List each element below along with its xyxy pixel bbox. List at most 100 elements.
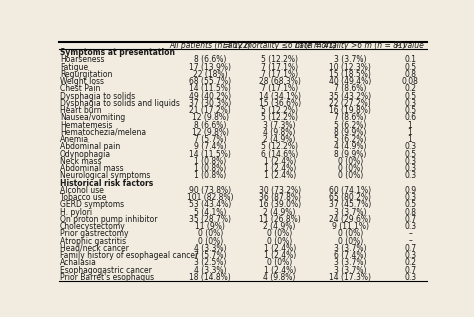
Text: 14 (34.1%): 14 (34.1%)	[259, 92, 301, 100]
Text: Historical risk factors: Historical risk factors	[60, 178, 153, 188]
Text: 0.7: 0.7	[404, 266, 416, 275]
Text: Abdominal mass: Abdominal mass	[60, 164, 124, 173]
Text: 0 (0%): 0 (0%)	[337, 157, 363, 166]
Text: 1 (2.4%): 1 (2.4%)	[264, 157, 296, 166]
Text: 0 (0%): 0 (0%)	[267, 229, 292, 238]
Text: Fatigue: Fatigue	[60, 62, 88, 72]
Text: 3 (3.7%): 3 (3.7%)	[334, 244, 366, 253]
Text: 9 (7.4%): 9 (7.4%)	[194, 142, 227, 151]
Text: 28 (68.3%): 28 (68.3%)	[259, 77, 301, 86]
Text: 1: 1	[408, 128, 412, 137]
Text: 37 (45.7%): 37 (45.7%)	[329, 200, 371, 209]
Text: 3 (3.7%): 3 (3.7%)	[334, 55, 366, 64]
Text: Symptoms at presentation: Symptoms at presentation	[60, 48, 175, 57]
Text: 1 (2.4%): 1 (2.4%)	[264, 251, 296, 260]
Text: –: –	[408, 229, 412, 238]
Text: 12 (9.8%): 12 (9.8%)	[191, 113, 229, 122]
Text: 8 (6.6%): 8 (6.6%)	[194, 55, 227, 64]
Text: 40 (49.4%): 40 (49.4%)	[329, 77, 371, 86]
Text: P value: P value	[396, 41, 424, 50]
Text: Odynophagia: Odynophagia	[60, 150, 111, 158]
Text: Esophagogastric cancer: Esophagogastric cancer	[60, 266, 152, 275]
Text: On proton pump inhibitor: On proton pump inhibitor	[60, 215, 157, 224]
Text: 0.3: 0.3	[404, 142, 416, 151]
Text: 0.5: 0.5	[404, 62, 416, 72]
Text: H. pylori: H. pylori	[60, 208, 92, 217]
Text: 0.3: 0.3	[404, 273, 416, 282]
Text: 3 (3.7%): 3 (3.7%)	[334, 258, 366, 267]
Text: 1 (2.4%): 1 (2.4%)	[264, 266, 296, 275]
Text: 6 (14.6%): 6 (14.6%)	[261, 150, 298, 158]
Text: Heart burn: Heart burn	[60, 106, 101, 115]
Text: 30 (73.2%): 30 (73.2%)	[259, 186, 301, 195]
Text: 0 (0%): 0 (0%)	[337, 171, 363, 180]
Text: 22 (27.2%): 22 (27.2%)	[329, 99, 371, 108]
Text: 5 (4.1%): 5 (4.1%)	[194, 208, 227, 217]
Text: 8 (6.6%): 8 (6.6%)	[194, 120, 227, 130]
Text: GERD symptoms: GERD symptoms	[60, 200, 124, 209]
Text: 0.1: 0.1	[404, 55, 416, 64]
Text: 35 (28.7%): 35 (28.7%)	[189, 215, 231, 224]
Text: 5 (12.2%): 5 (12.2%)	[261, 113, 298, 122]
Text: 0.9: 0.9	[404, 186, 416, 195]
Text: 0 (0%): 0 (0%)	[267, 258, 292, 267]
Text: 65 (80.2%): 65 (80.2%)	[329, 193, 371, 202]
Text: Achalasia: Achalasia	[60, 258, 97, 267]
Text: 0 (0%): 0 (0%)	[337, 229, 363, 238]
Text: Early mortality ≤6 m (n = 41): Early mortality ≤6 m (n = 41)	[223, 41, 337, 50]
Text: 0.08: 0.08	[401, 77, 419, 86]
Text: All patients (n = 122): All patients (n = 122)	[169, 41, 251, 50]
Text: 0.3: 0.3	[404, 251, 416, 260]
Text: 1 (0.8%): 1 (0.8%)	[194, 171, 227, 180]
Text: 0.3: 0.3	[404, 99, 416, 108]
Text: Dysphagia to solids and liquids: Dysphagia to solids and liquids	[60, 99, 180, 108]
Text: Atrophic gastritis: Atrophic gastritis	[60, 236, 126, 246]
Text: 0 (0%): 0 (0%)	[337, 236, 363, 246]
Text: 0.3: 0.3	[404, 193, 416, 202]
Text: 1 (2.4%): 1 (2.4%)	[264, 244, 296, 253]
Text: 6 (7.4%): 6 (7.4%)	[334, 251, 366, 260]
Text: Hematemesis: Hematemesis	[60, 120, 112, 130]
Text: 1: 1	[408, 120, 412, 130]
Text: 7 (17.1%): 7 (17.1%)	[261, 62, 298, 72]
Text: 4 (9.8%): 4 (9.8%)	[264, 273, 296, 282]
Text: 0 (0%): 0 (0%)	[198, 236, 223, 246]
Text: 11 (26.8%): 11 (26.8%)	[259, 215, 301, 224]
Text: 0.3: 0.3	[404, 222, 416, 231]
Text: 0.8: 0.8	[404, 208, 416, 217]
Text: 15 (36.6%): 15 (36.6%)	[259, 99, 301, 108]
Text: 7 (17.1%): 7 (17.1%)	[261, 70, 298, 79]
Text: 0 (0%): 0 (0%)	[198, 229, 223, 238]
Text: 24 (29.6%): 24 (29.6%)	[329, 215, 371, 224]
Text: 60 (74.1%): 60 (74.1%)	[329, 186, 371, 195]
Text: 4 (3.3%): 4 (3.3%)	[194, 244, 227, 253]
Text: 14 (11.5%): 14 (11.5%)	[189, 84, 231, 93]
Text: 0.3: 0.3	[404, 164, 416, 173]
Text: Nausea/vomiting: Nausea/vomiting	[60, 113, 125, 122]
Text: Chest Pain: Chest Pain	[60, 84, 100, 93]
Text: 3 (3.7%): 3 (3.7%)	[334, 266, 366, 275]
Text: 5 (12.2%): 5 (12.2%)	[261, 142, 298, 151]
Text: 1: 1	[408, 135, 412, 144]
Text: 3 (3.7%): 3 (3.7%)	[334, 208, 366, 217]
Text: Tobacco use: Tobacco use	[60, 193, 106, 202]
Text: Late mortality >6 m (n = 81): Late mortality >6 m (n = 81)	[295, 41, 406, 50]
Text: Cholecystectomy: Cholecystectomy	[60, 222, 126, 231]
Text: 1 (2.4%): 1 (2.4%)	[264, 171, 296, 180]
Text: Head/neck cancer: Head/neck cancer	[60, 244, 129, 253]
Text: 15 (18.5%): 15 (18.5%)	[329, 70, 371, 79]
Text: 0.3: 0.3	[404, 157, 416, 166]
Text: Neurological symptoms: Neurological symptoms	[60, 171, 150, 180]
Text: 16 (19.8%): 16 (19.8%)	[329, 106, 371, 115]
Text: Family history of esophageal cancer: Family history of esophageal cancer	[60, 251, 198, 260]
Text: Abdominal pain: Abdominal pain	[60, 142, 120, 151]
Text: 7 (17.1%): 7 (17.1%)	[261, 84, 298, 93]
Text: 3 (2.5%): 3 (2.5%)	[194, 258, 227, 267]
Text: 3 (7.3%): 3 (7.3%)	[264, 120, 296, 130]
Text: 0.2: 0.2	[404, 84, 416, 93]
Text: Dysphagia to solids: Dysphagia to solids	[60, 92, 135, 100]
Text: 14 (17.3%): 14 (17.3%)	[329, 273, 371, 282]
Text: 12 (9.8%): 12 (9.8%)	[191, 128, 229, 137]
Text: 2 (4.9%): 2 (4.9%)	[264, 208, 296, 217]
Text: 0.2: 0.2	[404, 258, 416, 267]
